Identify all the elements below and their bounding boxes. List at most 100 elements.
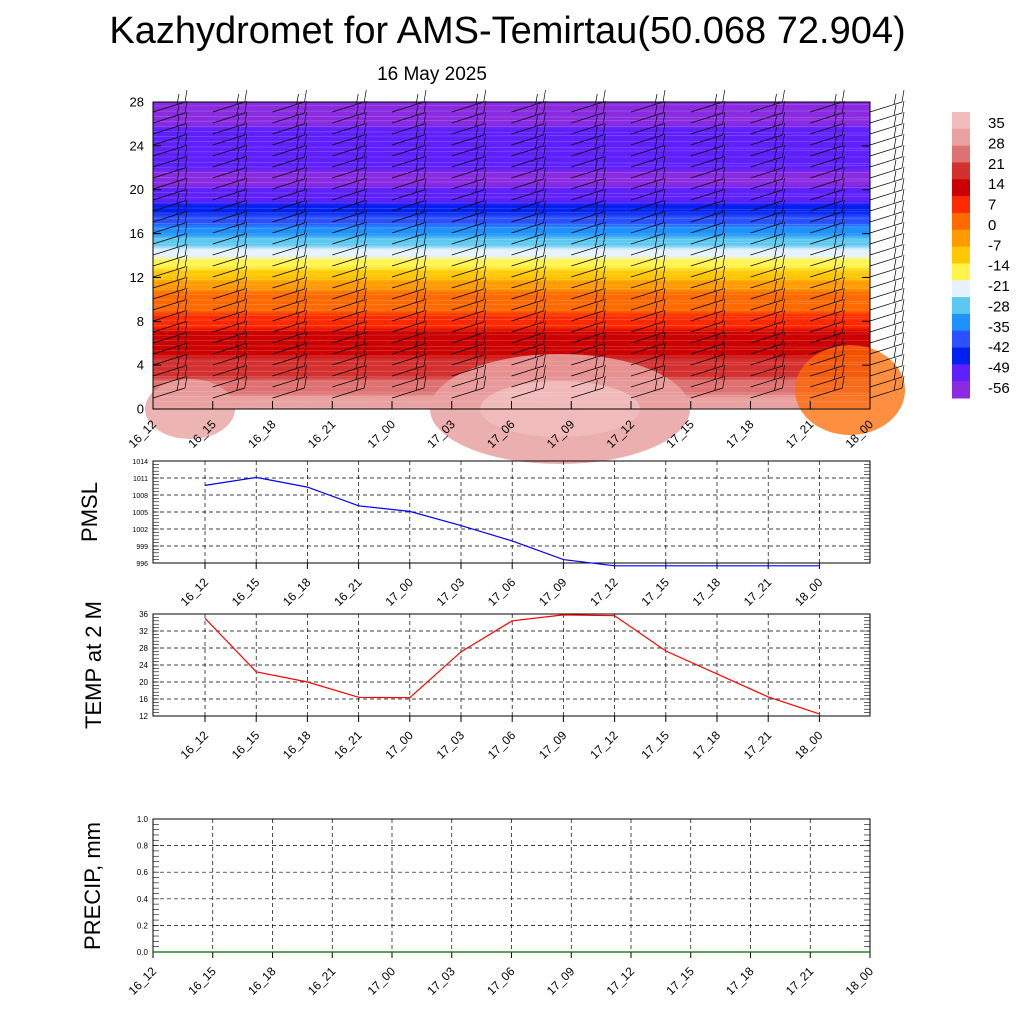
wind-barb — [451, 100, 487, 124]
wind-barb — [272, 232, 307, 256]
pmsl-y-tick-label: 996 — [136, 561, 148, 568]
wind-barb — [571, 89, 606, 113]
wind-barb — [571, 232, 606, 256]
colorbar-label: -21 — [988, 278, 1010, 295]
wind-barb — [511, 155, 546, 179]
colorbar-label: -42 — [988, 339, 1010, 356]
precip-y-tick-label: 1.0 — [137, 815, 149, 824]
wind-barb — [391, 177, 427, 201]
wind-barb — [571, 331, 606, 355]
pmsl-x-tick-label: 16_21 — [331, 575, 365, 609]
wind-barb — [152, 221, 188, 245]
temp-x-tick-label: 16_18 — [280, 728, 314, 762]
wind-barb — [750, 111, 785, 135]
wind-barb — [750, 177, 785, 201]
wind-barb — [391, 254, 427, 278]
wind-barb — [332, 287, 367, 311]
wind-barb — [750, 265, 785, 289]
wind-barb — [272, 298, 307, 322]
isotherm — [152, 333, 871, 336]
wind-barb — [690, 199, 726, 223]
wind-barb — [332, 265, 367, 289]
wind-barb — [152, 287, 188, 311]
wind-barb — [810, 177, 845, 201]
colorbar-label: 14 — [988, 176, 1005, 193]
wind-barb — [869, 122, 905, 146]
colorbar-label: -49 — [988, 360, 1010, 377]
wind-barb — [212, 254, 248, 278]
colorbar-label: -35 — [988, 319, 1010, 336]
pmsl-x-tick-label: 18_00 — [792, 575, 826, 609]
chart-subtitle: 16 May 2025 — [377, 64, 487, 85]
pmsl-x-tick-label: 17_09 — [536, 575, 570, 609]
temp-x-tick-label: 17_03 — [434, 728, 468, 762]
isotherm — [152, 284, 871, 287]
temp-x-tick-label: 16_12 — [178, 728, 212, 762]
wind-barb — [272, 243, 307, 267]
colorbar-swatch — [952, 263, 970, 281]
wind-barb — [451, 265, 487, 289]
wind-barb — [571, 287, 606, 311]
isotherm — [152, 131, 871, 134]
wind-barb — [750, 276, 785, 300]
wind-barb — [212, 100, 248, 124]
pmsl-x-tick-label: 17_06 — [485, 575, 519, 609]
wind-barb — [571, 199, 606, 223]
wind-barb — [869, 89, 905, 113]
wind-barb — [810, 331, 845, 355]
wind-barb — [152, 166, 188, 190]
wind-barb — [750, 199, 785, 223]
wind-barb — [272, 188, 307, 212]
wind-barb — [332, 133, 367, 157]
wind-barb — [152, 364, 188, 388]
precip-y-tick-label: 0.8 — [137, 842, 149, 851]
wind-barb — [152, 265, 188, 289]
precip-x-tick-label: 17_00 — [365, 964, 399, 998]
wind-barb — [152, 177, 188, 201]
precip-x-tick-label: 16_21 — [305, 964, 339, 998]
wind-barb — [571, 210, 606, 234]
pmsl-y-tick-label: 1008 — [132, 493, 148, 500]
colorbar-swatch — [952, 297, 970, 315]
temp-y-tick-label: 32 — [139, 627, 148, 636]
wind-barb — [869, 331, 905, 355]
wind-barb — [212, 188, 248, 212]
wind-barb — [750, 144, 785, 168]
wind-barb — [212, 210, 248, 234]
colorbar-swatch — [952, 229, 970, 248]
wind-barb — [810, 100, 845, 124]
precip-x-tick-label: 17_21 — [783, 964, 817, 998]
wind-barb — [451, 342, 487, 366]
pmsl-x-tick-label: 16_18 — [280, 575, 314, 609]
pmsl-y-tick-label: 1002 — [132, 527, 148, 534]
wind-barb — [810, 309, 845, 333]
pmsl-x-tick-label: 16_12 — [178, 575, 212, 609]
wind-barb — [630, 232, 666, 256]
wind-barb — [690, 155, 726, 179]
wind-barb — [511, 364, 546, 388]
wind-barb — [690, 265, 726, 289]
wind-barb — [571, 166, 606, 190]
wind-barb — [451, 111, 487, 135]
wind-barb — [391, 111, 427, 135]
wind-barb — [272, 287, 307, 311]
wind-barb — [451, 199, 487, 223]
wind-barb — [152, 144, 188, 168]
wind-barb — [152, 254, 188, 278]
wind-barb — [511, 199, 546, 223]
wind-barb — [391, 320, 427, 344]
wind-barb — [272, 320, 307, 344]
wind-barb — [212, 320, 248, 344]
wind-barb — [152, 298, 188, 322]
wind-barb — [630, 287, 666, 311]
precip-x-tick-label: 17_09 — [544, 964, 578, 998]
wind-barb — [272, 210, 307, 234]
y-tick-label: 20 — [130, 182, 144, 197]
wind-barb — [451, 298, 487, 322]
colorbar-swatch — [952, 162, 970, 180]
temp-y-tick-label: 20 — [139, 678, 148, 687]
wind-barb — [152, 309, 188, 333]
wind-barb — [391, 364, 427, 388]
wind-barb — [272, 133, 307, 157]
wind-barb — [810, 243, 845, 267]
